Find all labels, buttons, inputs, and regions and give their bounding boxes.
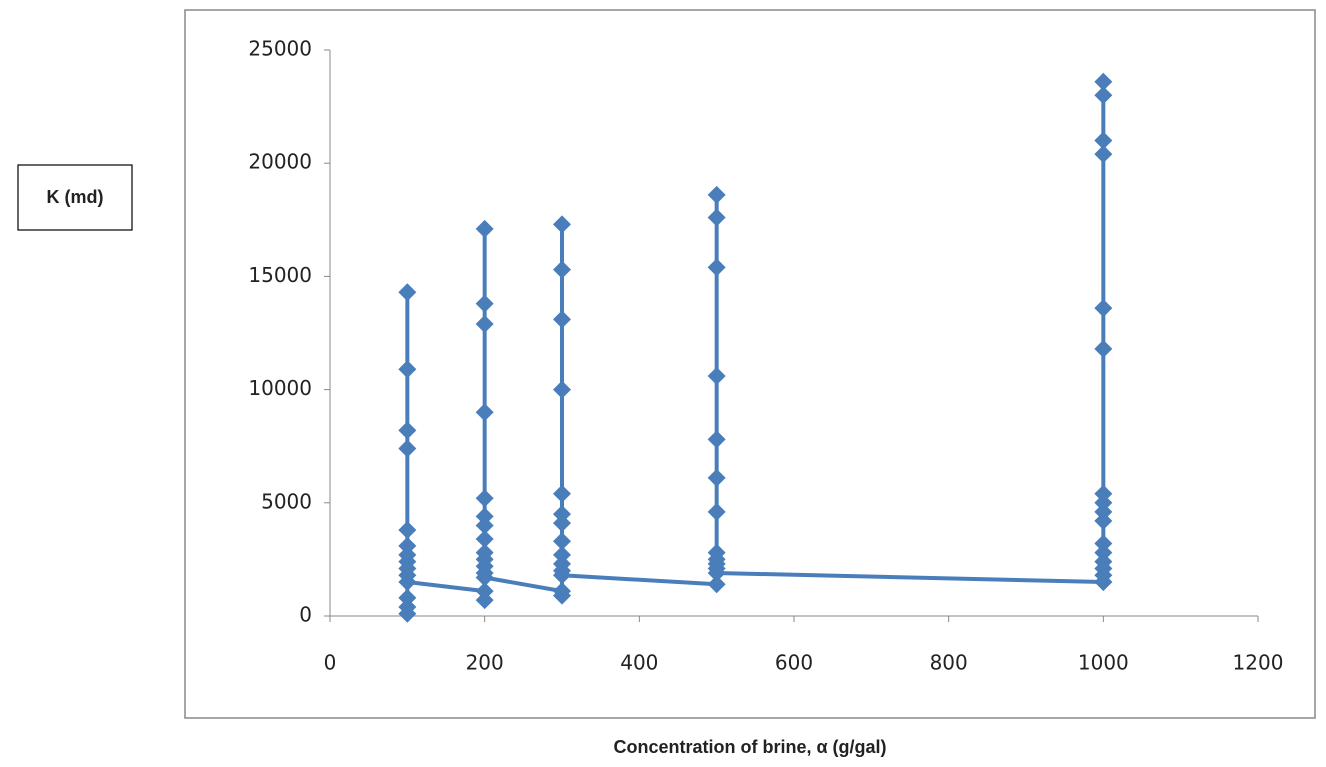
y-tick-label: 10000 — [248, 376, 312, 400]
marker — [398, 588, 417, 607]
marker — [475, 530, 494, 549]
x-tick-label: 600 — [775, 651, 813, 675]
y-tick-label: 0 — [299, 603, 312, 627]
marker — [553, 215, 571, 234]
y-label-box — [17, 164, 133, 231]
marker — [553, 514, 571, 533]
marker — [553, 545, 571, 564]
marker — [553, 260, 571, 279]
marker — [398, 283, 417, 302]
marker — [398, 573, 417, 592]
marker — [398, 421, 417, 440]
series-line — [405, 79, 1106, 614]
marker — [1094, 534, 1113, 553]
marker — [553, 484, 571, 503]
marker — [553, 310, 571, 329]
marker — [707, 185, 726, 204]
marker — [475, 591, 494, 610]
marker — [475, 568, 494, 587]
marker — [475, 314, 494, 333]
marker — [398, 536, 417, 555]
marker — [475, 507, 494, 526]
marker — [475, 489, 494, 508]
marker — [707, 430, 726, 449]
marker — [707, 468, 726, 487]
marker — [475, 582, 494, 601]
x-tick-label: 0 — [324, 651, 337, 675]
marker — [475, 516, 494, 535]
marker — [707, 208, 726, 227]
x-tick-label: 400 — [620, 651, 658, 675]
marker — [398, 439, 417, 458]
marker — [553, 586, 571, 605]
marker — [1094, 339, 1113, 358]
marker — [553, 532, 571, 551]
marker — [1094, 145, 1113, 164]
marker — [707, 502, 726, 521]
marker — [707, 563, 726, 582]
marker — [1094, 86, 1113, 105]
marker — [707, 258, 726, 277]
marker — [1094, 493, 1113, 512]
marker — [553, 505, 571, 524]
marker — [1094, 511, 1113, 530]
marker — [553, 380, 571, 399]
x-tick-label: 800 — [930, 651, 968, 675]
x-axis-label: Concentration of brine, α (g/gal) — [613, 737, 886, 757]
marker — [475, 294, 494, 313]
y-tick-label: 20000 — [248, 150, 312, 174]
plot-frame — [184, 9, 1316, 719]
marker — [1094, 299, 1113, 318]
marker — [553, 566, 571, 585]
y-axis-label: K (md) — [47, 187, 104, 207]
x-tick-label: 1000 — [1078, 651, 1129, 675]
marker — [1094, 573, 1113, 592]
y-tick-label: 5000 — [261, 489, 312, 513]
marker — [398, 360, 417, 379]
marker — [707, 575, 726, 594]
marker — [475, 403, 494, 422]
marker — [707, 367, 726, 386]
marker — [398, 597, 417, 616]
marker — [475, 219, 494, 238]
x-tick-label: 200 — [466, 651, 504, 675]
marker — [1094, 131, 1113, 150]
marker — [398, 520, 417, 539]
marker — [1094, 543, 1113, 562]
marker — [1094, 502, 1113, 521]
y-tick-label: 15000 — [248, 263, 312, 287]
marker — [1094, 484, 1113, 503]
x-tick-label: 1200 — [1233, 651, 1284, 675]
marker — [1094, 72, 1113, 91]
y-tick-label: 25000 — [248, 37, 312, 61]
